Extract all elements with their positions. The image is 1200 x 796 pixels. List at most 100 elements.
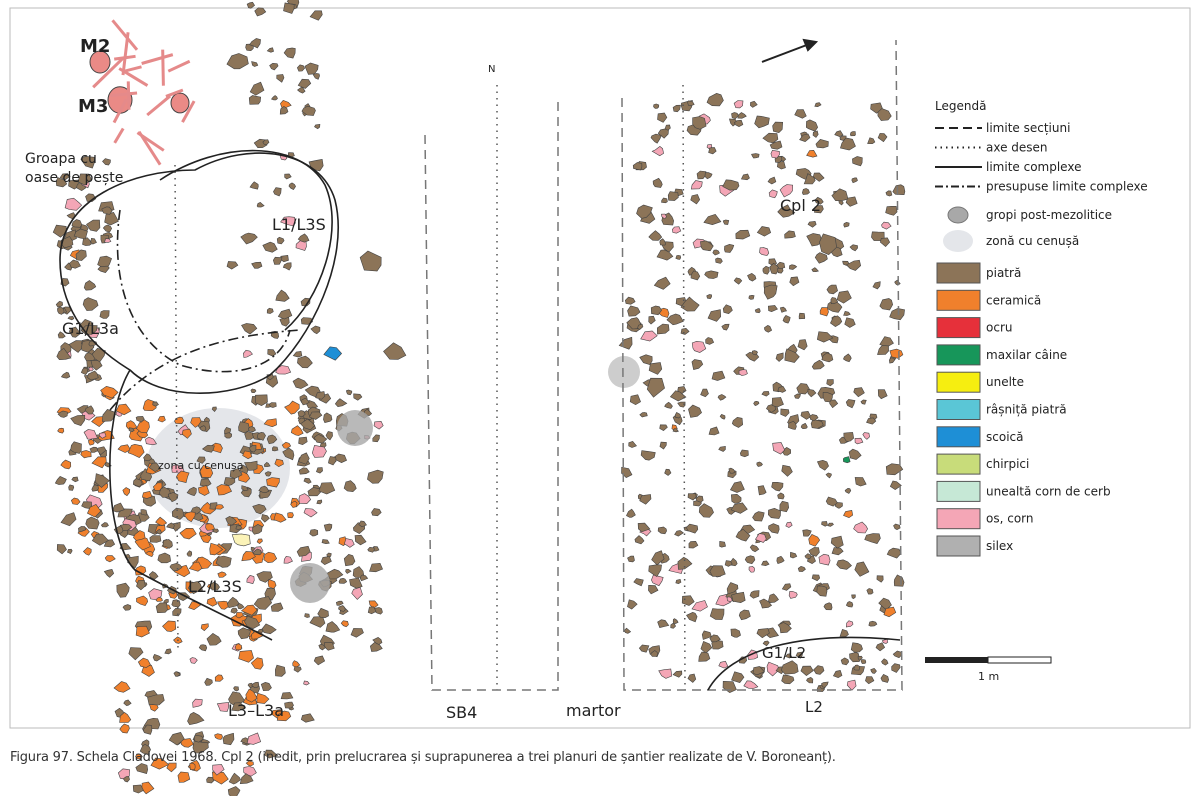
find [214,733,223,740]
find [759,247,770,256]
label-l2: L2 [805,698,823,716]
find [777,386,787,393]
find [177,771,191,783]
find [235,525,243,530]
find [779,500,790,513]
find [276,74,285,83]
find [274,458,284,468]
find [657,112,668,123]
find [91,484,99,492]
find [239,773,254,785]
label-martor: martor [566,701,621,720]
find [344,538,355,548]
find [766,661,780,677]
find [854,477,867,487]
find [893,523,901,531]
find [112,502,125,513]
find [808,534,821,547]
label-l2-l3s: L2/L3S [188,577,242,596]
find [677,401,686,408]
find [848,448,862,460]
find [91,347,106,363]
find [251,61,259,67]
find [748,566,755,573]
find [84,405,95,415]
find [691,340,707,353]
find [209,542,224,556]
find [54,476,67,485]
find [653,276,671,290]
find [850,642,863,653]
legend-symbol-ash [943,230,973,252]
find [854,561,870,577]
find [852,156,863,167]
find [155,602,168,614]
find [266,47,274,53]
find [666,313,684,326]
find [825,472,832,479]
find [785,521,793,528]
find [812,130,819,138]
find [211,406,217,412]
find [217,600,229,610]
find [879,237,891,248]
find [117,444,132,453]
find [209,581,220,591]
find [212,528,219,534]
find [238,650,254,663]
drawing-axes [174,84,686,691]
find [738,369,748,376]
find [823,602,833,611]
find [100,234,109,244]
find [853,387,865,398]
find [267,578,277,589]
find [78,526,87,533]
find [638,644,650,653]
find [830,297,839,305]
find [691,359,704,370]
find [868,620,878,627]
find [680,296,700,312]
legend-swatch [936,317,981,339]
find [772,121,784,134]
find [359,250,382,272]
find [164,648,172,655]
find [136,595,149,606]
find [805,119,819,132]
find [688,540,699,549]
find [700,388,709,398]
label-cpl2: Cpl 2 [780,196,821,215]
find [128,427,135,433]
find [843,311,851,316]
find [119,523,133,531]
find [839,135,847,141]
find [711,640,724,650]
find [104,238,112,243]
find [263,462,271,467]
find [94,473,110,488]
find [162,620,177,632]
find [811,359,825,370]
find [672,618,679,624]
find [255,394,268,406]
scale-bar: 1 m [925,656,1052,683]
find [122,776,130,783]
find [744,555,756,565]
find [849,131,856,137]
find [100,385,119,399]
find [851,594,856,599]
find [777,622,792,634]
find [826,284,838,295]
find [141,490,153,499]
find [250,657,264,670]
find [280,692,294,700]
find [242,450,253,460]
find [753,400,760,406]
find [700,640,713,654]
find [248,425,256,433]
find [211,771,229,785]
find [730,493,742,504]
find [777,204,796,218]
find [886,547,902,559]
